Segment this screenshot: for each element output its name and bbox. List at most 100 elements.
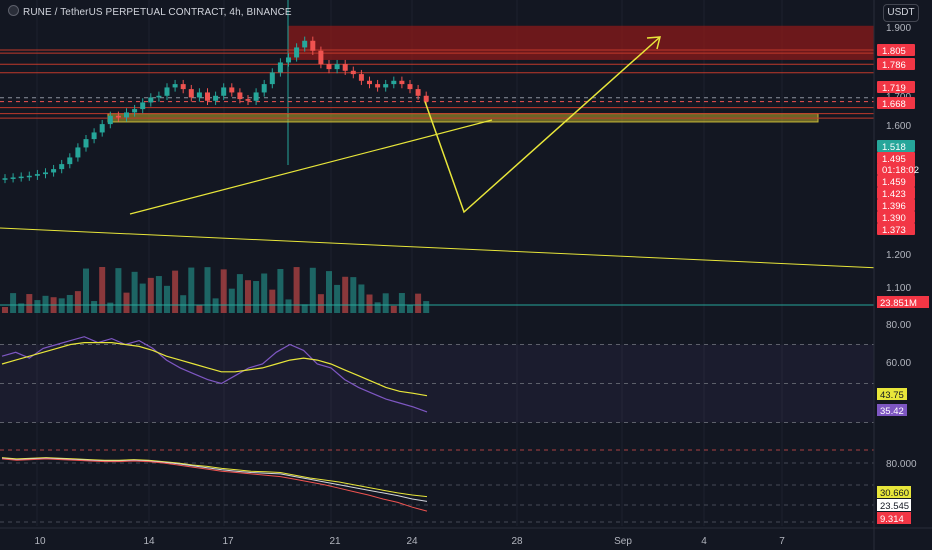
time-tick: 4 bbox=[701, 536, 707, 547]
volume-bars bbox=[0, 267, 874, 313]
volume-bar bbox=[220, 269, 227, 313]
candle-body bbox=[237, 92, 243, 100]
volume-bar bbox=[390, 305, 397, 313]
volume-bar bbox=[277, 269, 284, 313]
candle-body bbox=[51, 169, 57, 173]
candle-body bbox=[326, 64, 332, 70]
candle-body bbox=[277, 62, 283, 73]
volume-bar bbox=[358, 284, 365, 313]
candle-body bbox=[83, 139, 89, 148]
volume-bar bbox=[382, 293, 389, 313]
volume-bar bbox=[180, 295, 187, 313]
volume-bar bbox=[2, 307, 8, 313]
volume-bar bbox=[10, 293, 17, 313]
volume-bar bbox=[293, 267, 300, 313]
candle-body bbox=[164, 87, 170, 96]
volume-bar bbox=[164, 285, 170, 313]
rsi-panel bbox=[0, 336, 874, 423]
rsi-label: 35.42 bbox=[880, 406, 904, 417]
volume-bar bbox=[91, 301, 98, 313]
volume-bar bbox=[74, 291, 81, 313]
volume-bar bbox=[415, 293, 422, 313]
price-label: 1.396 bbox=[882, 201, 906, 212]
line-c bbox=[1, 458, 428, 512]
line-a bbox=[1, 457, 428, 498]
volume-bar bbox=[334, 284, 341, 313]
candle-body bbox=[18, 176, 24, 179]
candle-body bbox=[415, 89, 421, 96]
volume-bar bbox=[18, 303, 25, 313]
price-tick: 1.600 bbox=[886, 121, 911, 132]
candle-body bbox=[107, 115, 113, 125]
rsi-label-bg bbox=[877, 404, 907, 416]
volume-bar bbox=[366, 294, 373, 313]
price-label-bg bbox=[877, 163, 915, 175]
volume-label-bg bbox=[877, 296, 929, 308]
currency-button[interactable]: USDT bbox=[883, 4, 919, 22]
price-label-bg bbox=[877, 97, 915, 109]
volume-bar bbox=[236, 274, 243, 313]
trend-drawings[interactable] bbox=[0, 36, 881, 269]
rsi-tick: 60.00 bbox=[886, 358, 911, 369]
price-label-bg bbox=[877, 175, 915, 187]
osc-label-bg bbox=[877, 499, 911, 511]
chart-title: RUNE / TetherUS PERPETUAL CONTRACT, 4h, … bbox=[8, 5, 292, 18]
rsi-ma-label: 43.75 bbox=[880, 390, 904, 401]
rsi-tick: 80.00 bbox=[886, 320, 911, 331]
volume-bar bbox=[115, 268, 122, 313]
osc-label-bg bbox=[877, 512, 911, 524]
price-label: 1.668 bbox=[882, 99, 906, 110]
volume-bar bbox=[42, 295, 49, 313]
candle-body bbox=[367, 80, 372, 85]
time-tick: 28 bbox=[511, 536, 523, 547]
candle-body bbox=[34, 174, 40, 176]
candle-body bbox=[213, 95, 219, 101]
price-label-bg bbox=[877, 187, 915, 199]
volume-bar bbox=[34, 300, 41, 313]
candle-body bbox=[99, 124, 105, 133]
volume-bar bbox=[155, 276, 162, 313]
candle-body bbox=[75, 147, 81, 158]
candle-body bbox=[221, 87, 227, 96]
volume-bar bbox=[131, 271, 138, 313]
volume-bar bbox=[398, 293, 405, 313]
price-axis[interactable]: 1.9001.7001.6001.2001.1001.8051.7861.719… bbox=[873, 0, 932, 550]
volume-bar bbox=[326, 271, 332, 313]
volume-bar bbox=[374, 302, 381, 313]
candle-body bbox=[205, 92, 210, 101]
candle-body bbox=[334, 64, 340, 70]
price-zones bbox=[107, 0, 874, 165]
rsi-ma-line bbox=[1, 342, 428, 397]
candle-body bbox=[59, 164, 65, 170]
volume-bar bbox=[350, 277, 357, 313]
oscillator-panel bbox=[0, 449, 874, 523]
price-label: 1.805 bbox=[882, 46, 906, 57]
candle-body bbox=[132, 109, 138, 113]
price-label-bg bbox=[877, 81, 915, 93]
volume-bar bbox=[228, 288, 235, 313]
volume-bar bbox=[172, 270, 179, 313]
horizontal-levels bbox=[0, 49, 874, 119]
candle-body bbox=[124, 112, 129, 118]
volume-bar bbox=[123, 292, 130, 313]
candle-body bbox=[358, 74, 364, 81]
volume-bar bbox=[423, 301, 430, 313]
candle-body bbox=[391, 80, 397, 85]
price-tick: 1.100 bbox=[886, 283, 911, 294]
time-tick: 17 bbox=[222, 536, 234, 547]
volume-label: 23.851M bbox=[880, 298, 917, 309]
volume-bar bbox=[139, 283, 146, 313]
candle-body bbox=[43, 172, 48, 175]
time-tick: 14 bbox=[143, 536, 155, 547]
rsi-line bbox=[1, 336, 428, 413]
volume-bar bbox=[58, 298, 65, 313]
candle-body bbox=[172, 84, 178, 88]
line-b bbox=[1, 457, 428, 502]
chart-grid bbox=[36, 0, 783, 526]
osc-label-bg bbox=[877, 486, 911, 498]
time-axis[interactable]: 10 14 17 21 24 28 Sep 4 7 bbox=[0, 527, 932, 547]
candle-body bbox=[407, 84, 413, 90]
candle-body bbox=[188, 89, 194, 98]
price-tick: 1.200 bbox=[886, 250, 911, 261]
